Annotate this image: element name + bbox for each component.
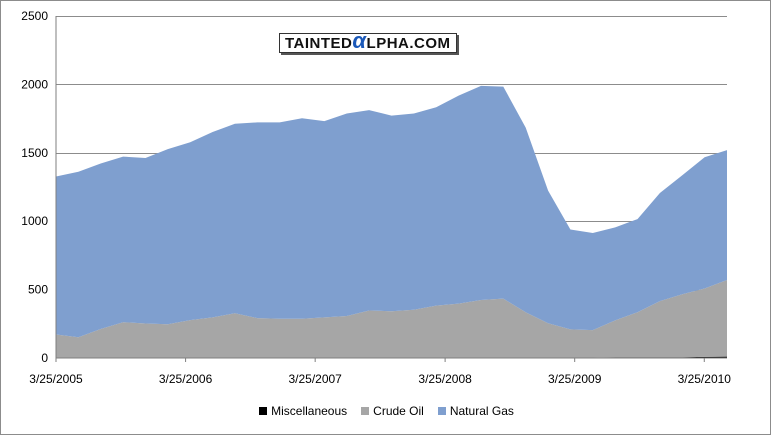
y-tick-label-1500: 1500 — [21, 146, 48, 160]
x-tick-label-5: 3/25/2010 — [678, 372, 732, 386]
x-tick-labels: 3/25/2005 3/25/2006 3/25/2007 3/25/2008 3/25… — [29, 358, 731, 386]
x-tick-label-3: 3/25/2008 — [418, 372, 472, 386]
series-area-natural-gas — [56, 85, 727, 338]
legend-label-miscellaneous: Miscellaneous — [271, 404, 348, 418]
y-tick-label-2500: 2500 — [21, 9, 48, 23]
legend-label-natural-gas: Natural Gas — [449, 404, 514, 418]
x-tick-label-1: 3/25/2006 — [159, 372, 213, 386]
watermark-post: LPHA.COM — [366, 35, 451, 52]
x-tick-label-2: 3/25/2007 — [288, 372, 342, 386]
legend-label-crude-oil: Crude Oil — [373, 404, 424, 418]
legend-swatch-miscellaneous — [259, 407, 268, 415]
y-tick-label-1000: 1000 — [21, 214, 48, 228]
legend-swatch-crude-oil — [361, 407, 370, 415]
watermark-logo: TAINTEDαLPHA.COM — [279, 30, 457, 53]
x-tick-label-4: 3/25/2009 — [548, 372, 602, 386]
watermark-pre: TAINTED — [285, 35, 353, 52]
y-tick-label-2000: 2000 — [21, 77, 48, 91]
y-tick-labels: 0 500 1000 1500 2000 2500 — [21, 9, 48, 365]
legend-item-miscellaneous: Miscellaneous — [259, 404, 347, 418]
series-area-crude-oil — [56, 280, 727, 358]
legend-item-natural-gas: Natural Gas — [437, 404, 514, 418]
watermark-alpha: α — [352, 28, 367, 53]
chart-legend: Miscellaneous Crude Oil Natural Gas — [1, 404, 771, 418]
legend-item-crude-oil: Crude Oil — [361, 404, 424, 418]
x-tick-label-0: 3/25/2005 — [29, 372, 83, 386]
legend-swatch-natural-gas — [437, 407, 446, 415]
y-tick-label-500: 500 — [28, 283, 48, 297]
y-tick-label-0: 0 — [41, 351, 48, 365]
